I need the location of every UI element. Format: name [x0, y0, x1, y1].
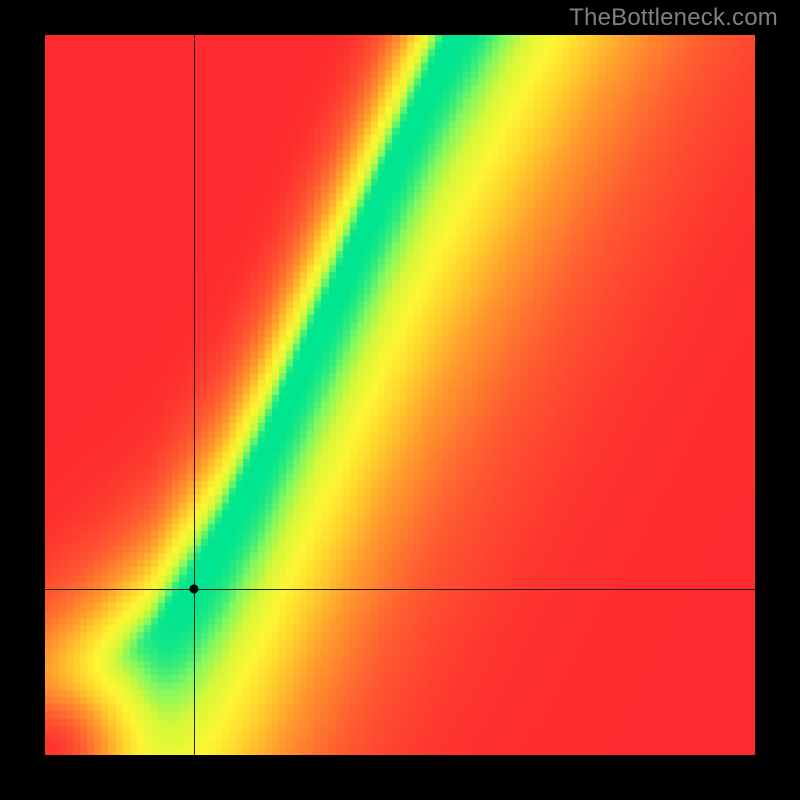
heatmap-plot	[45, 35, 755, 755]
watermark: TheBottleneck.com	[569, 4, 778, 32]
heatmap-canvas	[45, 35, 755, 755]
